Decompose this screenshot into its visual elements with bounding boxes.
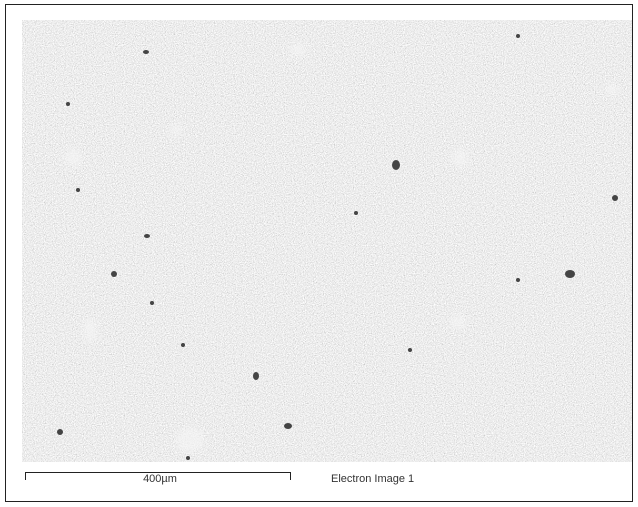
sem-figure: 400µm Electron Image 1 xyxy=(0,0,638,507)
micrograph xyxy=(22,20,632,462)
scale-bar-label: 400µm xyxy=(143,473,177,485)
caption: Electron Image 1 xyxy=(331,473,414,485)
